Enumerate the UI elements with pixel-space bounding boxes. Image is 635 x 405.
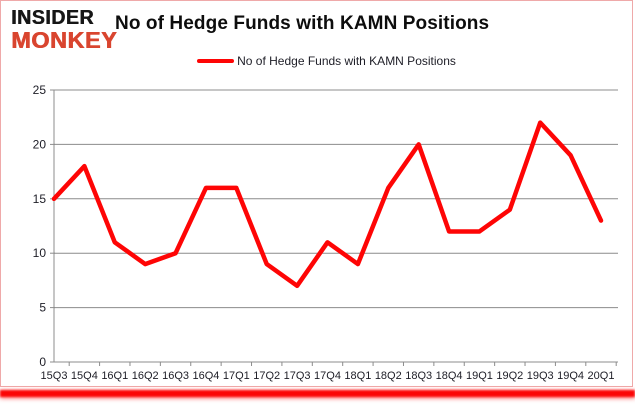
x-axis-label: 16Q4 [192,370,219,382]
y-axis-label: 5 [39,301,46,315]
y-axis-label: 25 [33,83,47,97]
x-axis-label: 19Q3 [527,370,554,382]
x-axis-label: 15Q4 [71,370,98,382]
red-banner-divider [0,390,635,397]
y-axis-label: 15 [33,192,47,206]
y-axis-label: 0 [39,355,46,369]
chart-frame: INSIDER MONKEY No of Hedge Funds with KA… [0,0,633,387]
insider-monkey-logo: INSIDER MONKEY [11,7,118,53]
legend-line-marker [197,59,235,63]
x-axis-label: 18Q4 [436,370,463,382]
logo-monkey-text: MONKEY [11,27,118,53]
x-axis-label: 19Q2 [496,370,523,382]
x-axis-label: 18Q3 [405,370,432,382]
legend: No of Hedge Funds with KAMN Positions [11,54,635,68]
x-axis-label: 17Q4 [314,370,341,382]
x-axis-label: 16Q3 [162,370,189,382]
x-axis-label: 17Q3 [284,370,311,382]
chart-title: No of Hedge Funds with KAMN Positions [115,13,490,34]
y-axis-label: 20 [33,137,47,151]
y-axis-label: 10 [33,246,47,260]
x-axis-label: 18Q2 [375,370,402,382]
logo-insider-text: INSIDER [11,7,94,29]
x-axis-label: 18Q1 [344,370,371,382]
x-axis-label: 17Q2 [253,370,280,382]
x-axis-label: 15Q3 [41,370,68,382]
x-axis-label: 16Q2 [132,370,159,382]
x-axis-label: 16Q1 [101,370,128,382]
data-line-kamn [51,120,604,289]
legend-label: No of Hedge Funds with KAMN Positions [237,54,456,68]
x-axis-label: 17Q1 [223,370,250,382]
x-axis-label: 20Q1 [588,370,615,382]
x-axis-label: 19Q4 [557,370,584,382]
x-axis-label: 19Q1 [466,370,493,382]
